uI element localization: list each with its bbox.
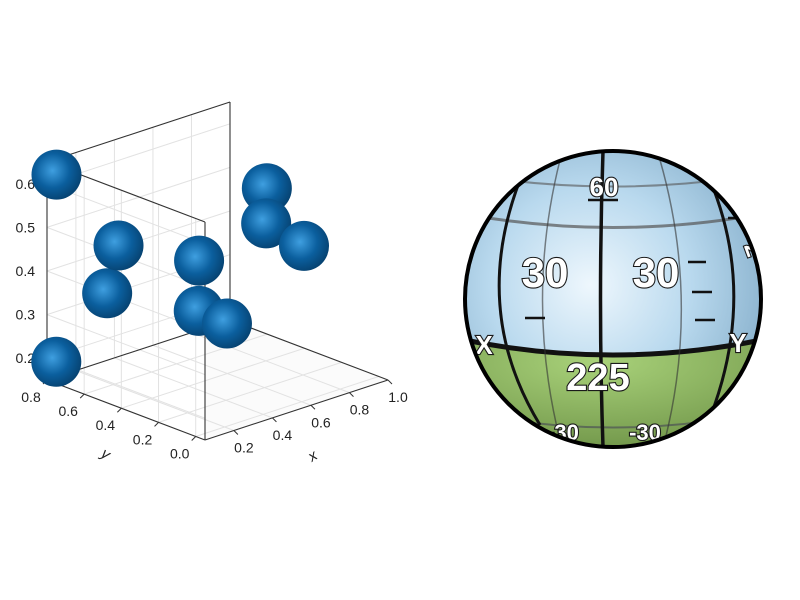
y-tick-mark [154,421,159,427]
data-point-sphere [201,298,252,349]
y-axis-label: y [97,444,114,464]
frame-edge [46,101,231,163]
x-axis-label: x [304,447,321,466]
z-tick-label: 0.6 [16,176,36,192]
x-tick-label: 1.0 [388,389,408,405]
gridline [114,357,273,419]
gridline [46,183,206,245]
x-tick-label: 0.2 [234,440,254,456]
gridline [75,370,235,431]
y-tick-label: 0.8 [21,389,41,405]
data-point-sphere [174,235,225,286]
globe-meridian [497,179,542,426]
gridline [152,344,312,406]
y-axis-line [46,379,206,441]
data-point-sphere [279,220,330,271]
globe-meridian [703,179,736,431]
y-tick-label: 0.0 [170,445,190,461]
x-tick-label: 0.4 [273,427,293,443]
data-point-sphere [93,220,144,271]
textured-globe: 60 30 30 225 X Y 2 -30 -30 [463,149,763,449]
y-tick-label: 0.2 [133,431,153,447]
globe-label-y: Y [729,328,746,358]
x-tick-mark [310,404,316,410]
globe-label-x: X [475,330,493,360]
gridline [46,166,231,228]
globe-label-60: 60 [590,172,619,202]
data-point-sphere [82,268,133,319]
gridline [46,314,206,376]
data-point-sphere [241,198,292,249]
x-tick-mark [387,379,393,385]
frame-edge [229,319,389,381]
gridline [195,375,379,437]
data-points [31,149,330,387]
z-tick-label: 0.2 [16,350,36,366]
globe-meridian [541,159,561,441]
data-point-sphere [241,163,292,214]
y-tick-mark [116,407,122,413]
x-tick-mark [272,417,277,423]
globe-label-30-right: 30 [633,249,680,296]
x-tick-mark [233,430,239,435]
z-tick-label: 0.3 [16,307,36,323]
data-point-sphere [31,336,82,387]
tick-labels: 0.2 0.4 0.6 0.8 1.0 0.0 0.2 0.4 0.6 0.8 0.2 0.3 0.4 0… [16,176,408,462]
x-tick-label: 0.8 [350,402,370,418]
x-tick-mark [349,392,354,397]
y-tick-mark [191,436,197,441]
globe-meridian [598,151,605,447]
globe-label-30-left: 30 [522,249,569,296]
y-tick-mark [79,393,85,399]
x-tick-label: 0.6 [311,414,331,430]
data-point-sphere [31,149,82,200]
scatter-3d-axis: 0.2 0.4 0.6 0.8 1.0 0.0 0.2 0.4 0.6 0.8 0.2 0.3 0.4 0… [16,101,408,466]
y-tick-label: 0.4 [96,417,116,433]
globe-outline [463,149,763,449]
z-tick-label: 0.4 [16,263,36,279]
globe-meridian [659,159,683,441]
y-tick-label: 0.6 [58,403,78,419]
globe-label-225: 225 [566,357,629,399]
x-axis-line [204,379,389,441]
z-tick-label: 0.5 [16,219,36,235]
